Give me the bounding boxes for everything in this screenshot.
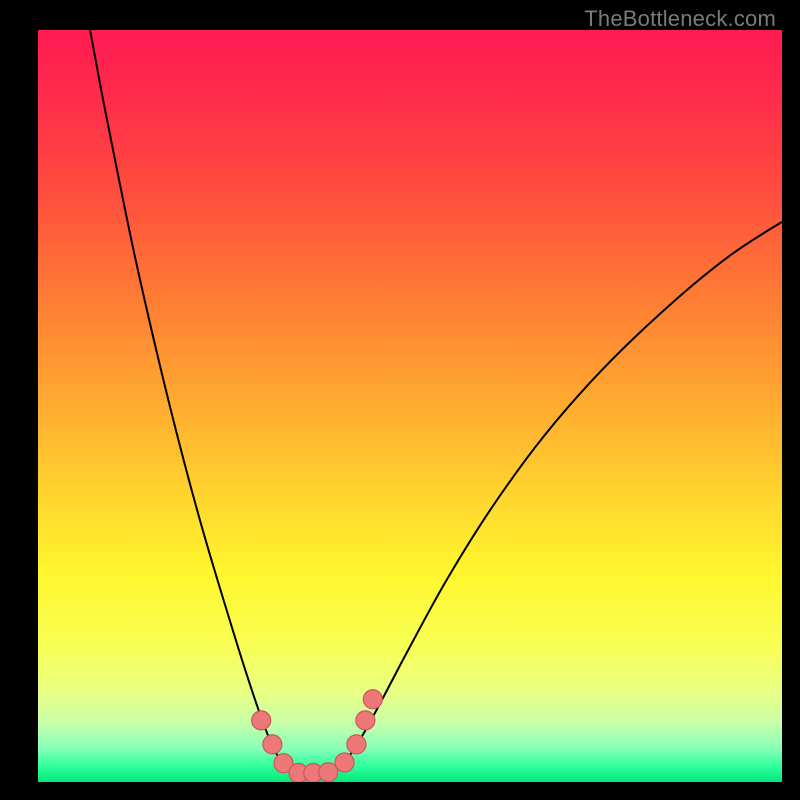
marker-dot — [263, 735, 282, 754]
marker-dot — [347, 735, 366, 754]
plot-svg — [38, 30, 782, 782]
watermark-text: TheBottleneck.com — [584, 6, 776, 32]
gradient-background — [38, 30, 782, 782]
marker-dot — [335, 753, 354, 772]
marker-dot — [252, 711, 271, 730]
marker-dot — [363, 690, 382, 709]
plot-area — [38, 30, 782, 782]
marker-dot — [356, 711, 375, 730]
marker-dot — [319, 763, 338, 782]
